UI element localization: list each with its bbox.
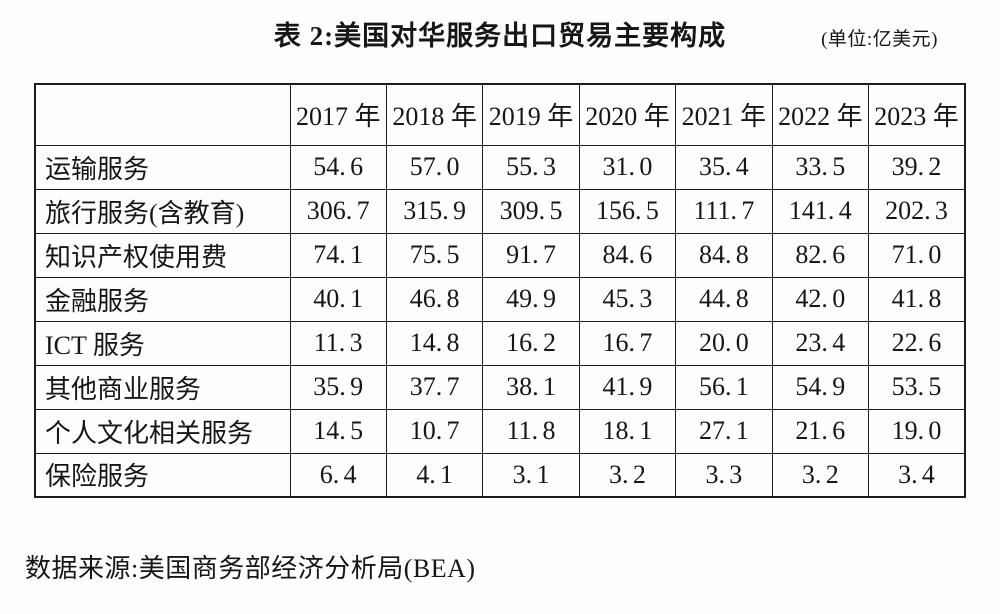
value-cell: 46. 8 [385,276,484,322]
value-cell: 21. 6 [771,408,870,454]
value-cell: 6. 4 [289,452,387,498]
row-label-cell: 运输服务 [34,144,291,190]
year-header-cell: 2018 年 [385,83,484,146]
row-label-cell: 个人文化相关服务 [34,408,291,454]
value-cell: 309. 5 [482,188,580,234]
value-cell: 156. 5 [578,188,677,234]
value-cell: 57. 0 [385,144,484,190]
table-row: 运输服务 54. 6 57. 0 55. 3 31. 0 35. 4 33. 5 39. 2 [34,144,966,190]
value-cell: 82. 6 [771,232,870,278]
value-cell: 38. 1 [482,364,580,410]
value-cell: 3. 2 [771,452,870,498]
value-cell: 84. 6 [578,232,677,278]
table-row: 个人文化相关服务 14. 5 10. 7 11. 8 18. 1 27. 1 21. 6 19… [34,408,966,454]
value-cell: 14. 8 [385,320,484,366]
table-caption: 表 2:美国对华服务出口贸易主要构成 (单位:亿美元) [34,20,966,54]
row-label-cell: 金融服务 [34,276,291,322]
value-cell: 91. 7 [482,232,580,278]
value-cell: 42. 0 [771,276,870,322]
value-cell: 39. 2 [868,144,966,190]
value-cell: 31. 0 [578,144,677,190]
value-cell: 3. 4 [868,452,966,498]
value-cell: 35. 4 [675,144,773,190]
value-cell: 23. 4 [771,320,870,366]
year-header-cell: 2021 年 [675,83,773,146]
year-header-cell: 2017 年 [289,83,387,146]
value-cell: 16. 2 [482,320,580,366]
row-label-cell: 知识产权使用费 [34,232,291,278]
table-row: 金融服务 40. 1 46. 8 49. 9 45. 3 44. 8 42. 0 41. 8 [34,276,966,322]
value-cell: 40. 1 [289,276,387,322]
year-header-cell: 2020 年 [578,83,677,146]
value-cell: 11. 3 [289,320,387,366]
table-row: 知识产权使用费 74. 1 75. 5 91. 7 84. 6 84. 8 82. 6 71.… [34,232,966,278]
value-cell: 54. 6 [289,144,387,190]
table-row: 其他商业服务 35. 9 37. 7 38. 1 41. 9 56. 1 54. 9 53. … [34,364,966,410]
table-header: 2017 年 2018 年 2019 年 2020 年 2021 年 2022 年 2023… [34,83,966,146]
row-label-cell: 保险服务 [34,452,291,498]
value-cell: 22. 6 [868,320,966,366]
value-cell: 10. 7 [385,408,484,454]
value-cell: 74. 1 [289,232,387,278]
value-cell: 315. 9 [385,188,484,234]
corner-cell [34,83,291,146]
value-cell: 37. 7 [385,364,484,410]
header-row: 2017 年 2018 年 2019 年 2020 年 2021 年 2022 年 2023… [34,83,966,146]
value-cell: 45. 3 [578,276,677,322]
value-cell: 202. 3 [868,188,966,234]
row-label-cell: ICT 服务 [34,320,291,366]
year-header-cell: 2022 年 [771,83,870,146]
value-cell: 4. 1 [385,452,484,498]
year-header-cell: 2023 年 [868,83,966,146]
value-cell: 49. 9 [482,276,580,322]
value-cell: 41. 8 [868,276,966,322]
value-cell: 3. 2 [578,452,677,498]
value-cell: 35. 9 [289,364,387,410]
unit-note: (单位:亿美元) [821,29,938,50]
table-row: 保险服务 6. 4 4. 1 3. 1 3. 2 3. 3 3. 2 3. 4 [34,452,966,498]
value-cell: 3. 3 [675,452,773,498]
year-header-cell: 2019 年 [482,83,580,146]
value-cell: 141. 4 [771,188,870,234]
value-cell: 19. 0 [868,408,966,454]
value-cell: 71. 0 [868,232,966,278]
value-cell: 54. 9 [771,364,870,410]
source-note: 数据来源:美国商务部经济分析局(BEA) [25,554,476,583]
value-cell: 20. 0 [675,320,773,366]
value-cell: 56. 1 [675,364,773,410]
value-cell: 111. 7 [675,188,773,234]
row-label-cell: 其他商业服务 [34,364,291,410]
value-cell: 44. 8 [675,276,773,322]
value-cell: 84. 8 [675,232,773,278]
table-title: 表 2:美国对华服务出口贸易主要构成 [273,21,727,51]
value-cell: 14. 5 [289,408,387,454]
table-row: ICT 服务 11. 3 14. 8 16. 2 16. 7 20. 0 23. 4 22. … [34,320,966,366]
value-cell: 33. 5 [771,144,870,190]
value-cell: 3. 1 [482,452,580,498]
value-cell: 18. 1 [578,408,677,454]
value-cell: 55. 3 [482,144,580,190]
value-cell: 41. 9 [578,364,677,410]
value-cell: 53. 5 [868,364,966,410]
value-cell: 306. 7 [289,188,387,234]
value-cell: 16. 7 [578,320,677,366]
export-table: 2017 年 2018 年 2019 年 2020 年 2021 年 2022 年 2023… [34,83,966,498]
row-label-cell: 旅行服务(含教育) [34,188,291,234]
value-cell: 11. 8 [482,408,580,454]
value-cell: 27. 1 [675,408,773,454]
value-cell: 75. 5 [385,232,484,278]
